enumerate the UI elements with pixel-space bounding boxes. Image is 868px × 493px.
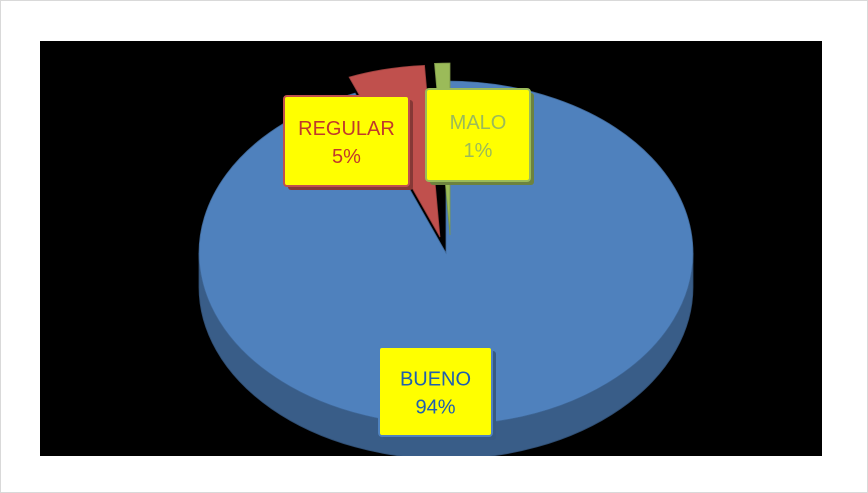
data-label-value: 94% xyxy=(415,397,455,419)
data-label-box xyxy=(425,88,531,182)
data-label-value: 1% xyxy=(464,140,493,162)
data-label-category: MALO xyxy=(450,112,507,134)
plot-area: BUENO 94% REGULAR 5% MALO 1% xyxy=(40,41,822,456)
data-label-box xyxy=(378,346,493,437)
pie-label-layer: BUENO 94% REGULAR 5% MALO 1% xyxy=(283,88,534,440)
data-label-category: REGULAR xyxy=(298,118,395,140)
data-label-value: 5% xyxy=(332,146,361,168)
data-label-bueno: BUENO 94% xyxy=(378,346,496,440)
data-label-malo: MALO 1% xyxy=(425,88,534,185)
pie-chart: BUENO 94% REGULAR 5% MALO 1% xyxy=(198,62,694,456)
data-label-regular: REGULAR 5% xyxy=(283,95,413,190)
data-label-box xyxy=(283,95,410,187)
data-label-category: BUENO xyxy=(400,369,471,391)
